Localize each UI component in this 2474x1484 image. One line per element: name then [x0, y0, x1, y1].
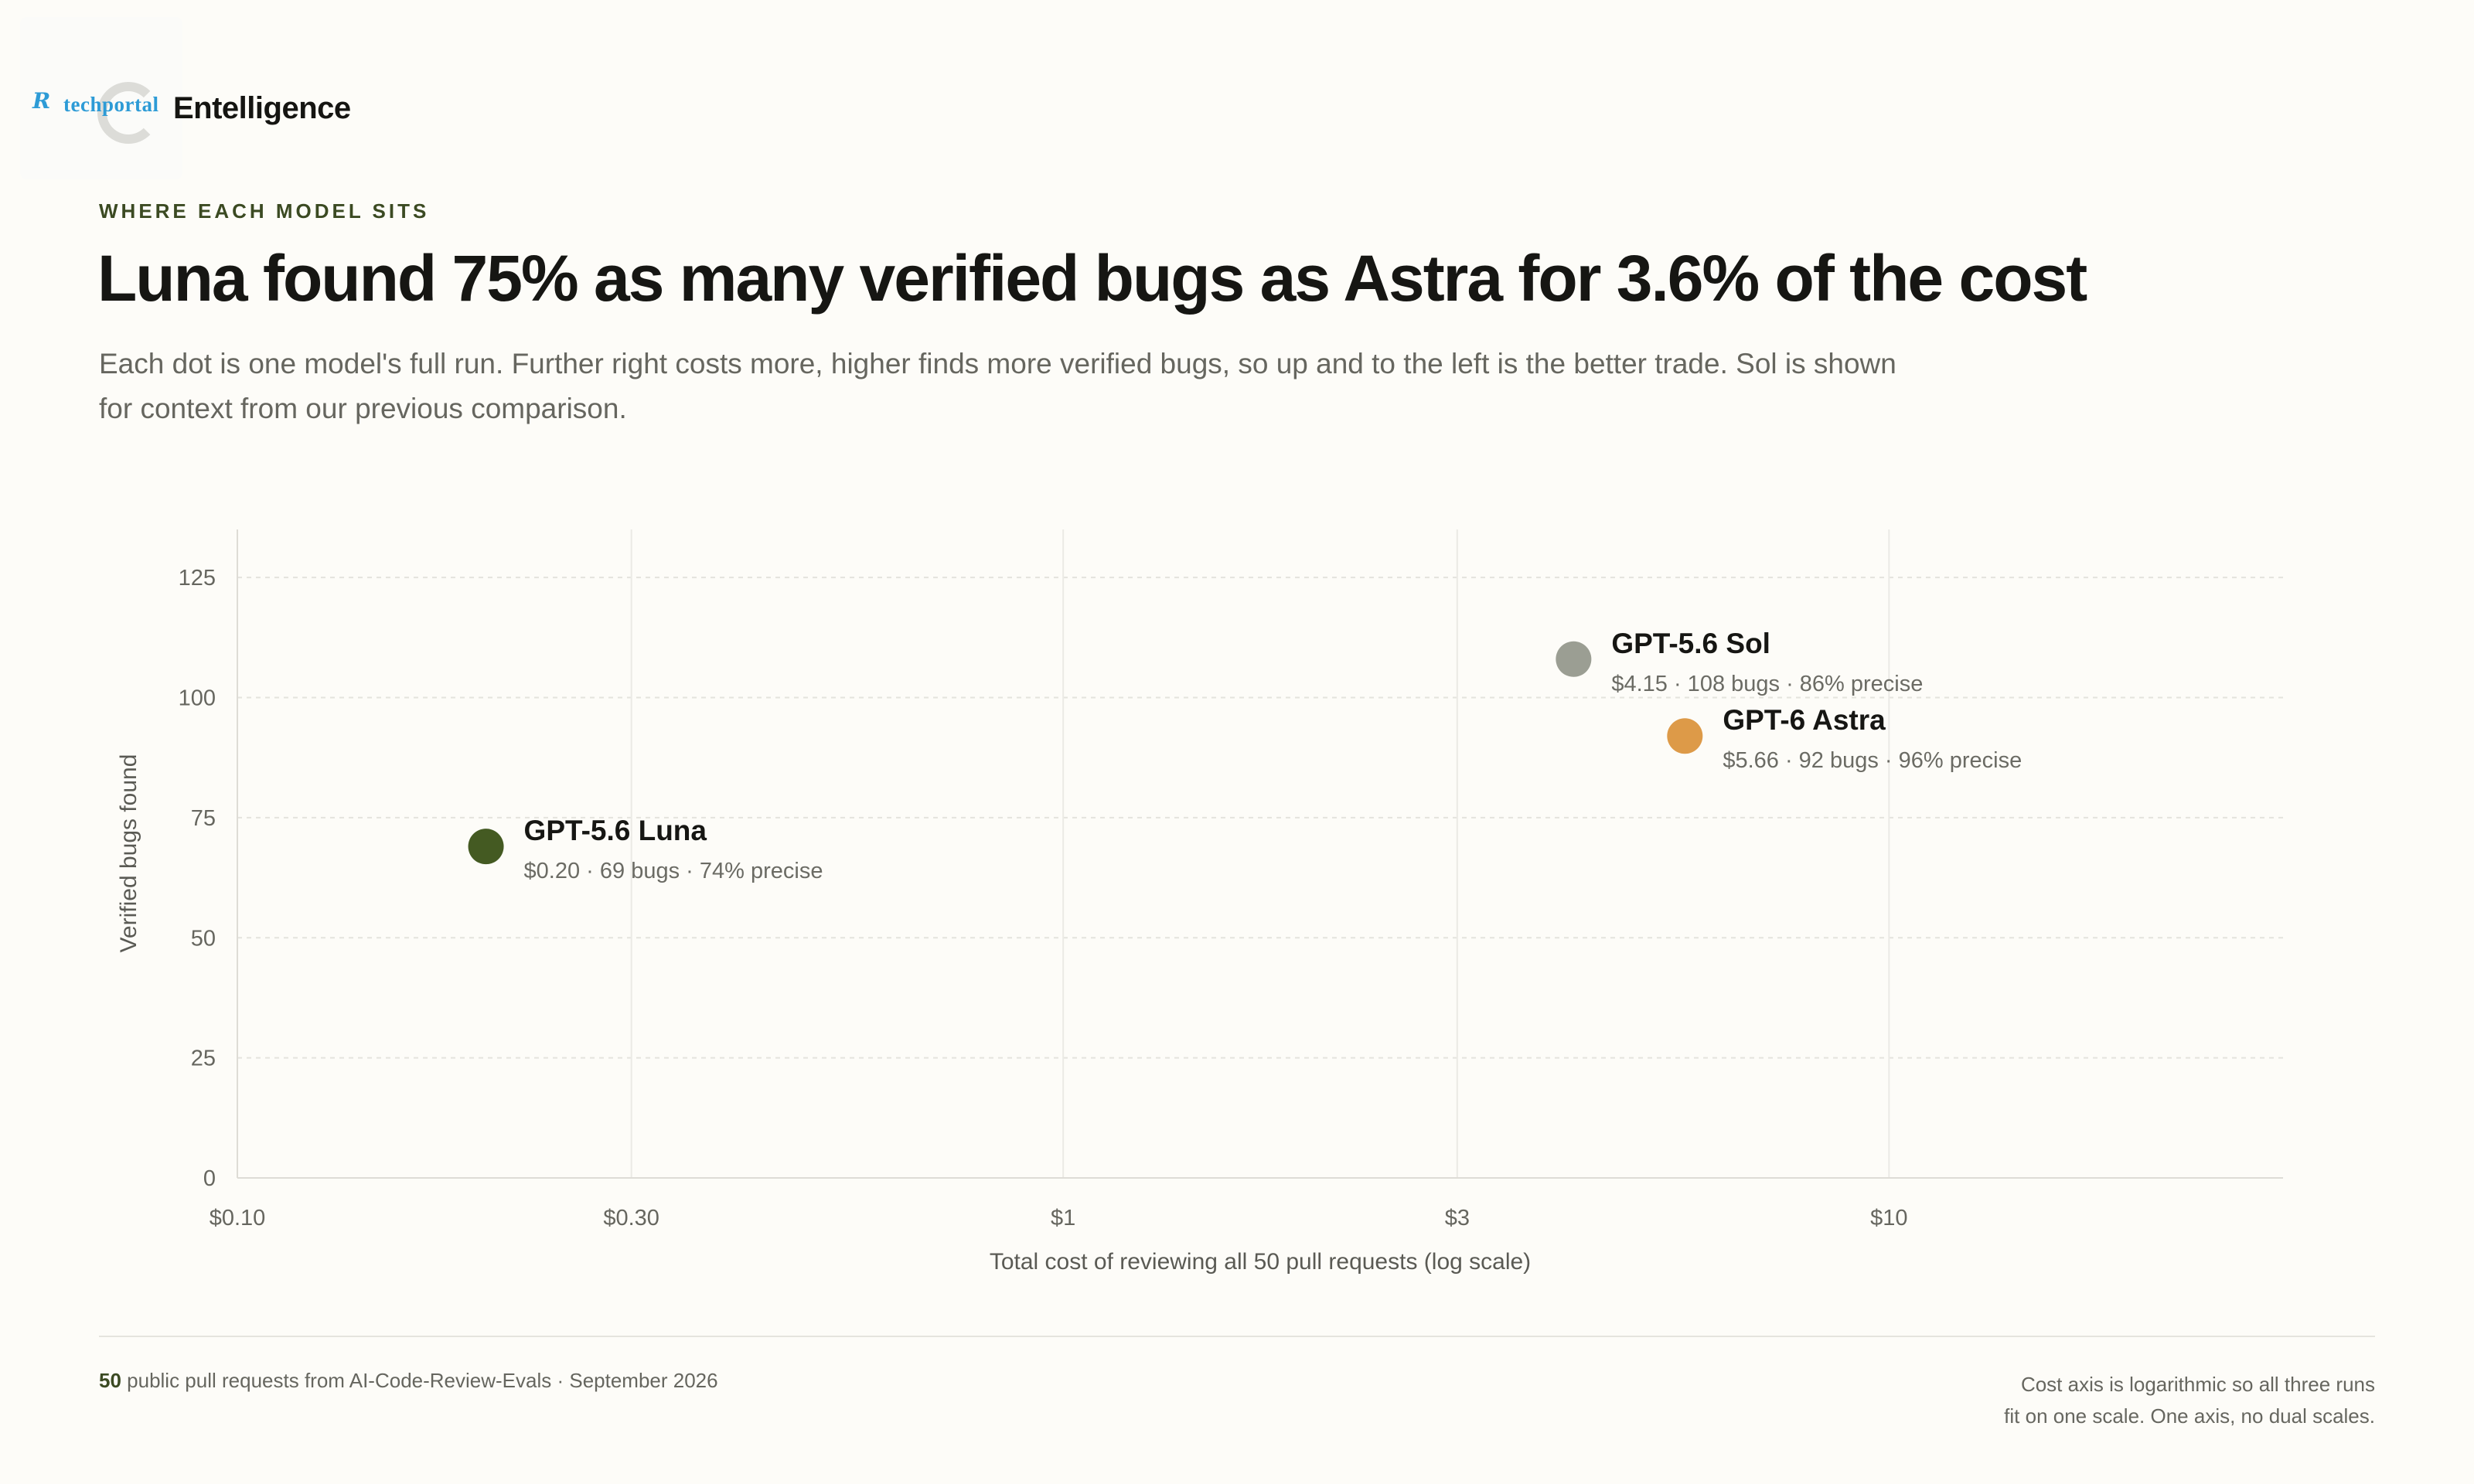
chart-points: GPT-5.6 Luna $0.20 · 69 bugs · 74% precis… — [468, 628, 2022, 883]
x-tick-label: $0.30 — [603, 1206, 659, 1230]
x-axis-title: Total cost of reviewing all 50 pull requ… — [990, 1249, 1531, 1275]
footer-note-line-1: Cost axis is logarithmic so all three ru… — [2020, 1373, 2375, 1396]
chart-grid — [237, 529, 2283, 1178]
y-tick-label: 100 — [179, 686, 216, 711]
y-tick-label: 125 — [179, 566, 216, 591]
eyebrow-label: WHERE EACH MODEL SITS — [99, 199, 430, 223]
x-tick-label: $10 — [1870, 1206, 1907, 1230]
data-point-name: GPT-5.6 Luna — [524, 815, 707, 846]
data-point-name: GPT-5.6 Sol — [1611, 628, 1770, 659]
x-tick-label: $0.10 — [210, 1206, 266, 1230]
footer-note-line-2: fit on one scale. One axis, no dual scal… — [2004, 1404, 2375, 1428]
x-tick-label: $3 — [1445, 1206, 1470, 1230]
data-point-marker — [468, 829, 504, 865]
y-axis-title: Verified bugs found — [116, 754, 141, 953]
y-tick-label: 25 — [191, 1047, 216, 1071]
footer-source-text: public pull requests from AI-Code-Review… — [121, 1369, 718, 1392]
data-point-marker — [1556, 641, 1592, 677]
x-tick-label: $1 — [1051, 1206, 1075, 1230]
data-point-name: GPT-6 Astra — [1723, 704, 1886, 736]
y-tick-label: 75 — [191, 806, 216, 831]
point-gpt-5-6-luna: GPT-5.6 Luna $0.20 · 69 bugs · 74% precis… — [468, 815, 823, 883]
data-point-detail: $5.66 · 92 bugs · 96% precise — [1723, 748, 2022, 773]
chart-axes — [237, 529, 2283, 1179]
data-point-detail: $0.20 · 69 bugs · 74% precise — [524, 859, 823, 883]
page-title: Luna found 75% as many verified bugs as … — [97, 242, 2087, 315]
point-gpt-5-6-sol: GPT-5.6 Sol $4.15 · 108 bugs · 86% precis… — [1556, 628, 1923, 696]
footer-count: 50 — [99, 1369, 121, 1392]
brand-mark-icon: R — [32, 88, 51, 114]
brand-logo: R techportal Entelligence — [20, 17, 360, 179]
point-gpt-6-astra: GPT-6 Astra $5.66 · 92 bugs · 96% precise — [1667, 704, 2022, 773]
footer-source: 50 public pull requests from AI-Code-Rev… — [99, 1369, 718, 1393]
brand-portal-text: techportal — [63, 93, 159, 116]
y-tick-label: 0 — [203, 1166, 216, 1191]
data-point-marker — [1667, 718, 1703, 754]
scatter-chart: 0 25 50 75 100 125 $0.10 $0.30 $1 $3 $10 GPT-5.6 L… — [116, 529, 2283, 1275]
footer-note: Cost axis is logarithmic so all three ru… — [1787, 1369, 2375, 1432]
footer-divider — [99, 1336, 2375, 1337]
page-subtitle: Each dot is one model's full run. Furthe… — [99, 348, 1896, 424]
brand-name: Entelligence — [173, 91, 351, 125]
y-tick-label: 50 — [191, 926, 216, 951]
data-point-detail: $4.15 · 108 bugs · 86% precise — [1611, 672, 1923, 696]
chart-tick-labels: 0 25 50 75 100 125 $0.10 $0.30 $1 $3 $10 — [179, 566, 1908, 1230]
